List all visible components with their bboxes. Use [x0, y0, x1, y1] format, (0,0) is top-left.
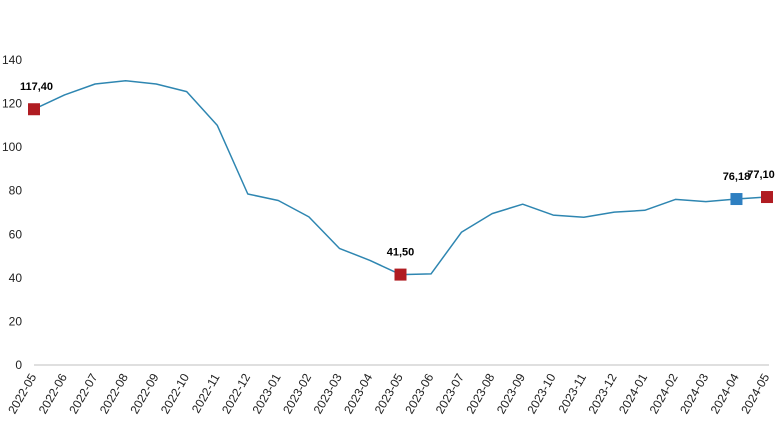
x-tick-label: 2024-02 — [647, 371, 681, 416]
x-tick-label: 2024-01 — [616, 371, 650, 416]
x-tick-label: 2023-09 — [494, 371, 528, 416]
data-label: 76,18 — [723, 171, 751, 183]
y-tick-label: 40 — [9, 271, 23, 285]
highlight-marker — [761, 191, 773, 204]
x-tick-label: 2022-11 — [189, 371, 223, 416]
highlight-marker — [394, 268, 407, 281]
x-tick-label: 2023-05 — [372, 371, 406, 416]
y-tick-label: 120 — [2, 97, 22, 111]
data-label: 117,40 — [20, 81, 53, 93]
x-tick-label: 2023-08 — [463, 371, 497, 416]
highlight-markers — [28, 103, 773, 281]
x-axis-ticks: 2022-052022-062022-072022-082022-092022-… — [5, 371, 772, 416]
x-tick-label: 2022-06 — [36, 371, 70, 416]
x-tick-label: 2022-08 — [97, 371, 131, 416]
y-tick-label: 20 — [9, 314, 23, 328]
y-tick-label: 60 — [9, 227, 23, 241]
y-tick-label: 0 — [15, 358, 22, 372]
y-axis-ticks: 0 20 40 60 80 100 120 140 — [2, 53, 22, 372]
x-tick-label: 2023-11 — [555, 371, 589, 416]
x-tick-label: 2022-10 — [158, 371, 192, 416]
x-tick-label: 2023-03 — [311, 371, 345, 416]
highlight-marker — [28, 103, 40, 116]
y-tick-label: 100 — [2, 140, 22, 154]
x-tick-label: 2023-12 — [585, 371, 619, 416]
x-tick-label: 2022-12 — [219, 371, 253, 416]
x-tick-label: 2023-01 — [250, 371, 284, 416]
x-tick-label: 2022-05 — [5, 371, 39, 416]
data-label: 77,10 — [747, 169, 775, 181]
series-line — [33, 79, 768, 276]
x-tick-label: 2023-02 — [280, 371, 314, 416]
x-tick-label: 2023-10 — [524, 371, 558, 416]
y-tick-label: 140 — [2, 53, 22, 67]
x-tick-label: 2024-03 — [677, 371, 711, 416]
highlight-marker — [730, 193, 743, 206]
x-tick-label: 2023-06 — [402, 371, 436, 416]
data-label: 41,50 — [387, 247, 415, 259]
y-tick-label: 80 — [9, 184, 23, 198]
x-tick-label: 2023-04 — [341, 371, 375, 416]
x-tick-label: 2024-04 — [708, 371, 742, 416]
x-tick-label: 2024-05 — [738, 371, 772, 416]
x-tick-label: 2022-07 — [66, 371, 100, 416]
x-tick-label: 2022-09 — [127, 371, 161, 416]
x-tick-label: 2023-07 — [433, 371, 467, 416]
